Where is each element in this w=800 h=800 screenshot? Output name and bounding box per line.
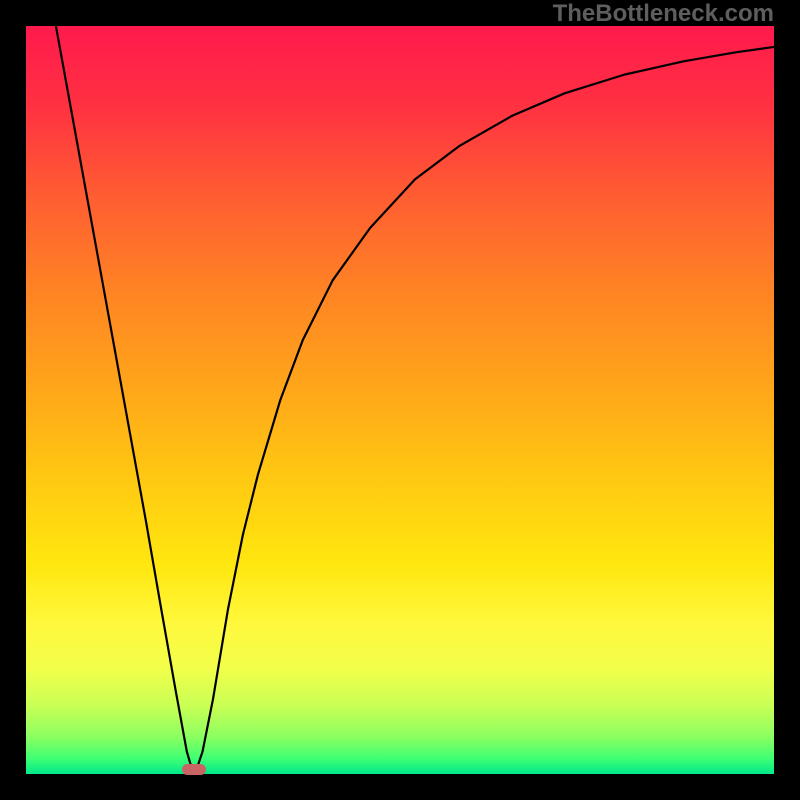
chart-container: TheBottleneck.com xyxy=(0,0,800,800)
bottleneck-curve xyxy=(26,26,774,774)
curve-polyline xyxy=(56,26,774,770)
optimum-marker xyxy=(182,764,206,776)
plot-area xyxy=(26,26,774,774)
watermark-text: TheBottleneck.com xyxy=(553,0,774,28)
